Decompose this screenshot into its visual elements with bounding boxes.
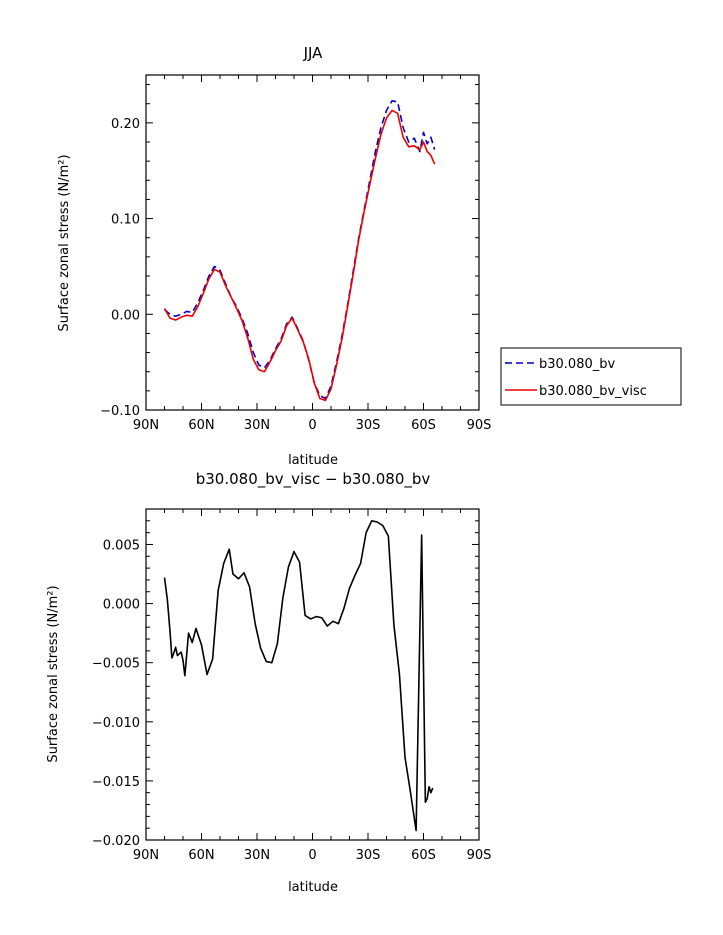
top-x-axis-label: latitude	[288, 453, 338, 468]
legend-label-b30-080-bv-visc: b30.080_bv_visc	[539, 384, 647, 399]
bottom-x-tick-label: 60S	[411, 848, 436, 863]
top-x-tick-label: 90N	[133, 418, 159, 433]
bottom-y-axis-label: Surface zonal stress (N/m²)	[46, 585, 61, 762]
top-tick-marks	[145, 75, 480, 411]
bottom-series-lines	[163, 520, 434, 832]
bottom-x-tick-label: 90N	[133, 848, 159, 863]
top-series-line-2	[163, 109, 436, 402]
bottom-x-tick-label: 30S	[356, 848, 381, 863]
bottom-x-tick-label: 0	[308, 848, 316, 863]
top-plot-frame	[145, 74, 480, 411]
top-x-tick-label: 30N	[244, 418, 270, 433]
bottom-y-tick-label: −0.010	[92, 716, 140, 731]
top-panel: JJA 90N 60N 30N 0 30S 60S 90S −0.10 0.00 0.10 0.2…	[57, 44, 491, 468]
top-y-tick-labels: −0.10 0.00 0.10 0.20	[100, 117, 140, 419]
bottom-y-tick-label: 0.000	[103, 598, 140, 613]
top-x-tick-labels: 90N 60N 30N 0 30S 60S 90S	[133, 418, 492, 433]
top-y-tick-label: 0.00	[111, 308, 140, 323]
top-y-tick-label: −0.10	[100, 404, 140, 419]
bottom-y-tick-label: 0.005	[103, 538, 140, 553]
bottom-series-line-1	[163, 520, 434, 832]
bottom-y-tick-label: −0.005	[92, 657, 140, 672]
top-plot-title: JJA	[303, 44, 324, 62]
bottom-x-tick-label: 60N	[188, 848, 214, 863]
top-x-tick-label: 0	[308, 418, 316, 433]
top-x-tick-label: 90S	[467, 418, 492, 433]
bottom-x-tick-label: 90S	[467, 848, 492, 863]
top-x-tick-label: 30S	[356, 418, 381, 433]
legend: b30.080_bv b30.080_bv_visc	[500, 347, 682, 406]
top-x-tick-label: 60N	[188, 418, 214, 433]
bottom-y-tick-label: −0.020	[92, 834, 140, 849]
top-y-tick-label: 0.20	[111, 117, 140, 132]
bottom-tick-marks	[145, 508, 480, 841]
bottom-y-tick-labels: −0.020 −0.015 −0.010 −0.005 0.000 0.005	[92, 538, 140, 849]
bottom-panel: b30.080_bv_visc − b30.080_bv 90N 60N 30N 0 3…	[46, 470, 491, 895]
bottom-x-tick-label: 30N	[244, 848, 270, 863]
legend-label-b30-080-bv: b30.080_bv	[539, 357, 615, 372]
top-series-lines	[163, 100, 436, 402]
top-x-tick-label: 60S	[411, 418, 436, 433]
top-y-axis-label: Surface zonal stress (N/m²)	[57, 154, 72, 331]
bottom-x-axis-label: latitude	[288, 880, 338, 895]
bottom-x-tick-labels: 90N 60N 30N 0 30S 60S 90S	[133, 848, 492, 863]
bottom-y-tick-label: −0.015	[92, 775, 140, 790]
legend-box	[500, 347, 682, 406]
bottom-plot-title: b30.080_bv_visc − b30.080_bv	[196, 470, 431, 489]
top-y-tick-label: 0.10	[111, 213, 140, 228]
top-series-line-1	[163, 100, 436, 400]
